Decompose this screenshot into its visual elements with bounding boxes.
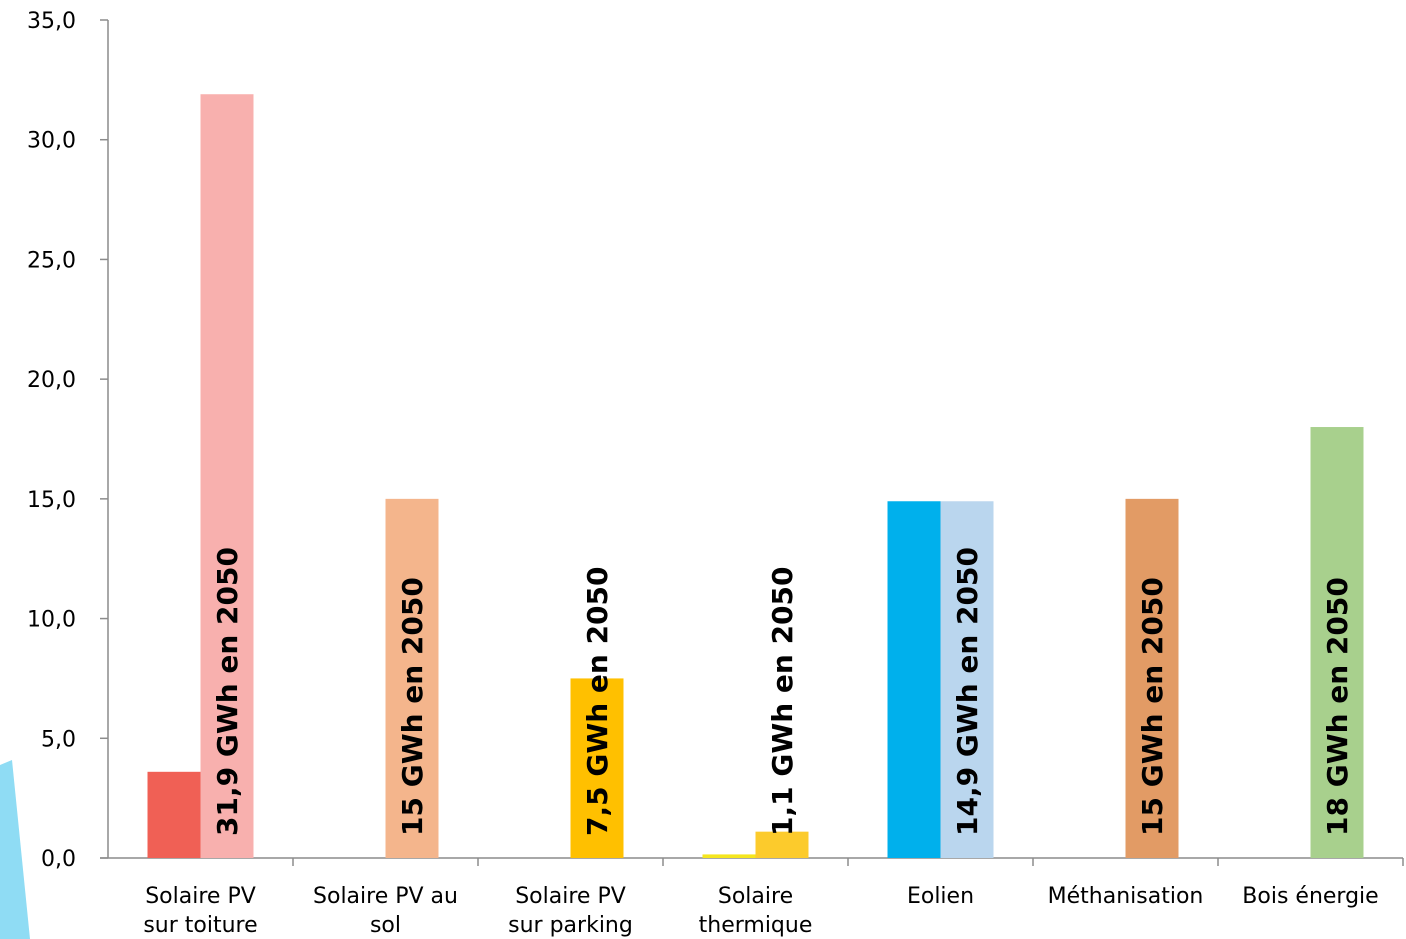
bar-current (702, 854, 756, 858)
bar-2050 (1125, 498, 1179, 858)
data-labels: 31,9 GWh en 2050 15 GWh en 2050 7,5 GWh en… (211, 547, 1354, 836)
bar-current (147, 771, 201, 858)
category-label: Solaire PV sur parking (508, 884, 633, 938)
y-tick-label: 5,0 (41, 727, 76, 752)
y-tick-label: 30,0 (27, 129, 76, 154)
y-tick-label: 35,0 (27, 9, 76, 34)
y-tick-label: 0,0 (41, 847, 76, 872)
data-label: 7,5 GWh en 2050 (581, 567, 614, 837)
category-label: Solaire PV au sol (313, 884, 458, 938)
category-label: Solaire PV sur toiture (143, 884, 257, 938)
bar-current (887, 501, 941, 858)
bar-2050 (200, 94, 254, 859)
category-label: Solaire thermique (699, 884, 813, 938)
category-label: Eolien (907, 884, 974, 909)
data-label: 15 GWh en 2050 (1136, 577, 1169, 836)
y-axis: 0,0 5,0 10,0 15,0 20,0 25,0 30,0 35,0 (27, 9, 109, 872)
category-label: Méthanisation (1048, 884, 1204, 909)
y-tick-label: 10,0 (27, 608, 76, 633)
decorative-blue-shape (0, 760, 30, 939)
data-label: 14,9 GWh en 2050 (951, 547, 984, 836)
bar-2050 (570, 678, 624, 858)
data-label: 1,1 GWh en 2050 (766, 567, 799, 837)
bar-2050 (385, 498, 439, 858)
x-axis: Solaire PV sur toiture Solaire PV au sol Sol… (100, 857, 1404, 938)
y-tick-label: 15,0 (27, 488, 76, 513)
data-label: 15 GWh en 2050 (396, 577, 429, 836)
category-label: Bois énergie (1242, 884, 1378, 909)
y-tick-label: 25,0 (27, 248, 76, 273)
bar-2050 (755, 831, 809, 858)
bars (147, 94, 1364, 859)
data-label: 18 GWh en 2050 (1321, 577, 1354, 836)
data-label: 31,9 GWh en 2050 (211, 547, 244, 836)
y-tick-label: 20,0 (27, 368, 76, 393)
bar-2050 (1310, 427, 1364, 858)
bar-2050 (940, 501, 994, 858)
